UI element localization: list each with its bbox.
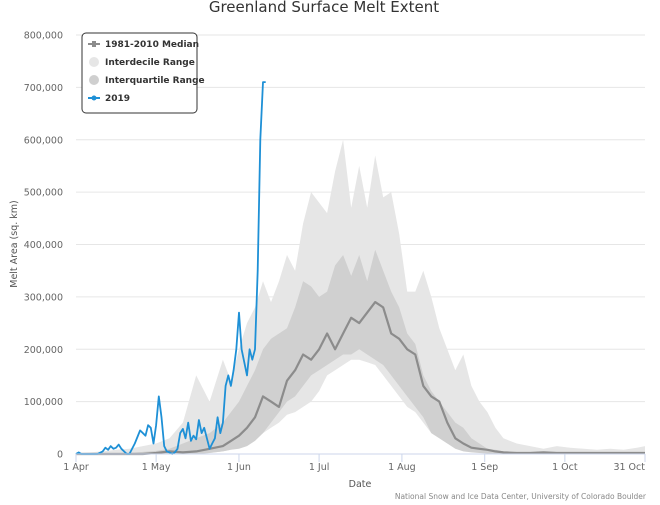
x-tick-label: 1 Aug xyxy=(388,462,416,473)
x-tick-label: 1 May xyxy=(142,462,171,473)
series-2019-line xyxy=(75,81,266,455)
y-axis-label: Melt Area (sq. km) xyxy=(9,200,20,288)
x-tick-label: 1 Jul xyxy=(309,462,330,473)
range-bands xyxy=(76,139,645,455)
y-tick-label: 500,000 xyxy=(24,188,63,199)
y-tick-label: 200,000 xyxy=(24,345,63,356)
x-tick-label: 31 Oct xyxy=(613,462,645,473)
legend-box xyxy=(81,32,198,114)
series-lines xyxy=(75,81,645,456)
interquartile-band xyxy=(76,249,645,454)
interquartile-circle-icon xyxy=(89,75,99,85)
x-tick-label: 1 Sep xyxy=(471,462,498,473)
y-tick-label: 600,000 xyxy=(24,135,63,146)
legend-label-median: 1981-2010 Median xyxy=(105,40,199,50)
legend: 1981-2010 Median Interdecile Range Inter… xyxy=(81,32,205,114)
legend-item-2019[interactable]: 2019 xyxy=(88,94,130,104)
y-tick-label: 400,000 xyxy=(24,240,63,251)
interdecile-circle-icon xyxy=(89,57,99,67)
median-marker-icon xyxy=(92,41,96,47)
chart-title: Greenland Surface Melt Extent xyxy=(209,0,439,16)
legend-item-median[interactable]: 1981-2010 Median xyxy=(88,40,199,50)
y-tick-label: 800,000 xyxy=(24,31,63,42)
y-tick-label: 300,000 xyxy=(24,292,63,303)
x-axis-label: Date xyxy=(349,479,372,490)
x-tick-label: 1 Apr xyxy=(63,462,89,473)
legend-label-interdecile: Interdecile Range xyxy=(105,58,195,68)
y-tick-label: 100,000 xyxy=(24,397,63,408)
credit-text: National Snow and Ice Data Center, Unive… xyxy=(395,492,647,501)
legend-item-interquartile[interactable]: Interquartile Range xyxy=(89,75,205,86)
legend-label-2019: 2019 xyxy=(105,94,130,104)
y-tick-label: 0 xyxy=(57,450,63,461)
y-tick-label: 700,000 xyxy=(24,83,63,94)
y-axis-ticks: 0 100,000 200,000 300,000 400,000 500,000 600,… xyxy=(24,31,63,461)
legend-label-interquartile: Interquartile Range xyxy=(105,76,205,86)
x-tick-label: 1 Oct xyxy=(552,462,578,473)
legend-item-interdecile[interactable]: Interdecile Range xyxy=(89,57,195,68)
x-tick-label: 1 Jun xyxy=(227,462,251,473)
y2019-marker-icon xyxy=(91,95,97,101)
median-line xyxy=(76,301,645,456)
x-axis-ticks: 1 Apr 1 May 1 Jun 1 Jul 1 Aug 1 Sep 1 Oct 31 Oc… xyxy=(63,454,646,473)
